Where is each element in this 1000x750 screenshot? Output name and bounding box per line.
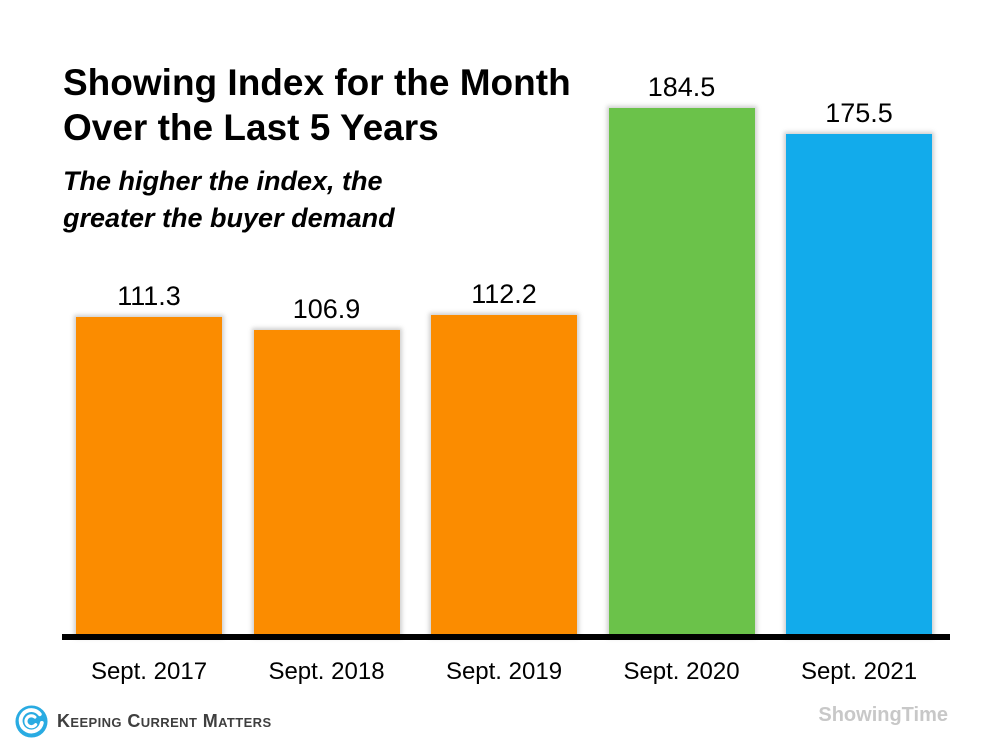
bar-group-sept-2019: 112.2	[431, 279, 577, 636]
bar-value-sept-2021: 175.5	[825, 98, 893, 128]
bar-value-sept-2018: 106.9	[292, 294, 361, 324]
chart-subtitle: The higher the index, the greater the bu…	[63, 163, 395, 237]
x-labels-row: Sept. 2017 Sept. 2018 Sept. 2019 Sept. 2020…	[76, 657, 932, 687]
chart-title-line-1: Showing Index for the Month	[63, 62, 571, 103]
x-label-sept-2020: Sept. 2020	[623, 658, 740, 685]
x-axis-line	[62, 634, 950, 640]
bar-sept-2021	[786, 134, 932, 636]
bar-group-sept-2020: 184.5	[608, 72, 755, 636]
chart-subtitle-line-1: The higher the index, the	[63, 166, 383, 196]
bar-sept-2017	[76, 317, 222, 636]
chart-subtitle-line-2: greater the buyer demand	[63, 203, 395, 233]
x-label-sept-2021: Sept. 2021	[800, 658, 918, 685]
source-attribution: ShowingTime	[818, 704, 948, 726]
bars-row: 111.3 106.9 112.2 184.5 175.5	[76, 70, 932, 636]
bar-sept-2018	[253, 330, 400, 636]
bar-value-sept-2019: 112.2	[471, 279, 537, 309]
bar-value-sept-2017: 111.3	[117, 281, 181, 311]
kcm-brand: Keeping Current Matters	[14, 702, 272, 740]
bar-group-sept-2021: 175.5	[786, 98, 932, 636]
bar-sept-2020	[608, 108, 755, 636]
x-label-sept-2019: Sept. 2019	[445, 658, 563, 685]
bar-sept-2019	[431, 315, 577, 636]
chart-title-line-2: Over the Last 5 Years	[63, 107, 439, 148]
x-label-sept-2018: Sept. 2018	[268, 658, 385, 685]
bar-value-sept-2020: 184.5	[647, 72, 716, 102]
chart-title: Showing Index for the Month Over the Las…	[63, 60, 571, 150]
bar-group-sept-2017: 111.3	[76, 281, 222, 636]
bar-group-sept-2018: 106.9	[253, 294, 400, 636]
kcm-brand-name: Keeping Current Matters	[57, 710, 272, 731]
x-label-sept-2017: Sept. 2017	[90, 658, 208, 685]
kcm-logo-icon	[15, 704, 48, 738]
